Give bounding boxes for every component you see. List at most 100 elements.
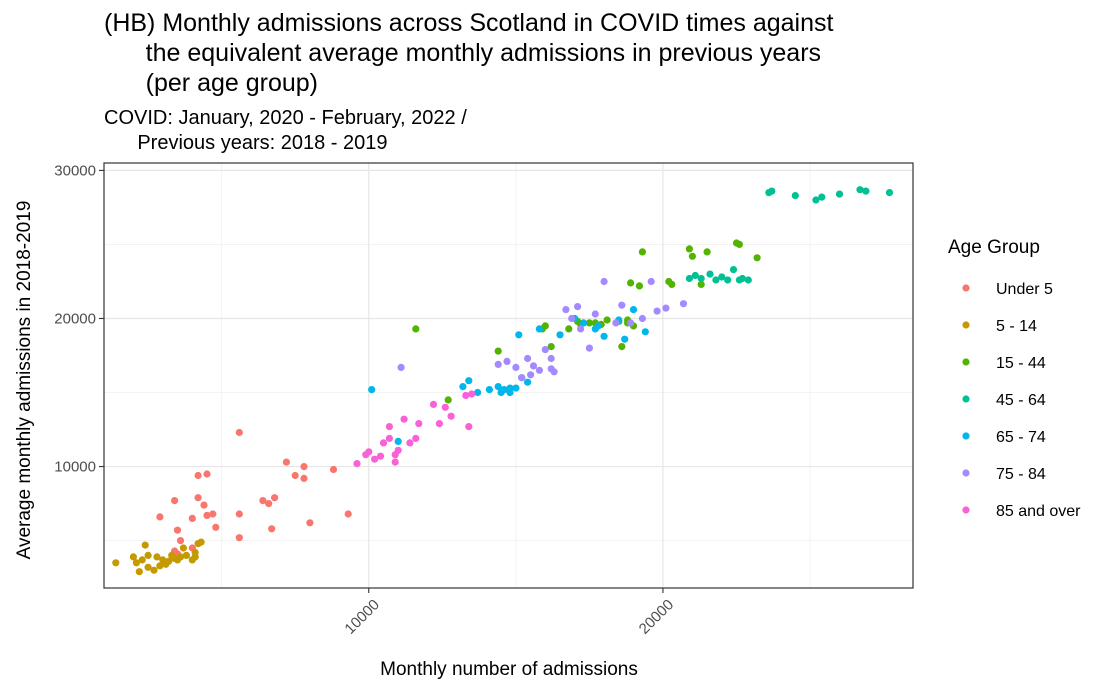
data-point xyxy=(697,274,705,283)
data-point xyxy=(182,551,190,560)
data-point xyxy=(212,523,220,531)
data-point xyxy=(768,187,776,195)
data-point xyxy=(203,470,211,478)
data-point xyxy=(547,343,555,351)
data-point xyxy=(447,412,455,420)
data-point xyxy=(474,388,482,397)
data-point xyxy=(812,196,820,204)
data-point xyxy=(647,277,655,286)
data-point xyxy=(188,514,196,523)
data-point xyxy=(500,386,508,394)
data-point xyxy=(718,273,726,281)
data-point xyxy=(203,511,211,519)
data-point xyxy=(494,383,502,391)
legend-label: 15 - 44 xyxy=(996,355,1046,372)
data-point xyxy=(435,420,443,428)
legend-label: 45 - 64 xyxy=(996,392,1046,409)
data-point xyxy=(685,274,694,283)
data-point xyxy=(527,371,535,379)
legend: Age Group Under 5 5 - 14 15 - 44 45 - 64 65 … xyxy=(948,237,1081,520)
data-point xyxy=(235,534,243,542)
legend-key xyxy=(962,506,970,514)
data-point xyxy=(156,513,164,521)
data-point xyxy=(512,363,520,371)
legend-label: 75 - 84 xyxy=(996,466,1046,483)
data-point xyxy=(550,368,558,376)
data-point xyxy=(365,448,373,456)
data-point xyxy=(641,328,649,336)
y-axis-title: Average monthly admissions in 2018-2019 xyxy=(14,201,35,560)
data-point xyxy=(494,347,502,355)
data-point xyxy=(791,192,799,200)
data-point xyxy=(329,465,338,474)
data-point xyxy=(344,510,352,518)
data-point xyxy=(685,245,694,253)
legend-key xyxy=(962,284,970,292)
data-point xyxy=(697,280,705,288)
x-tick-label: 10000 xyxy=(341,596,383,638)
legend-key xyxy=(962,432,970,440)
data-point xyxy=(524,354,532,363)
plot-border xyxy=(103,162,914,589)
chart-subtitle: COVID: January, 2020 - February, 2022 / … xyxy=(104,106,467,156)
data-point xyxy=(397,363,405,371)
data-point xyxy=(400,415,408,423)
data-point xyxy=(485,386,493,394)
data-point xyxy=(835,190,844,198)
data-point xyxy=(635,282,644,290)
data-point xyxy=(153,553,161,561)
data-point xyxy=(191,553,199,561)
data-point xyxy=(529,362,538,370)
data-point xyxy=(209,510,217,518)
data-point xyxy=(135,568,143,576)
data-point xyxy=(138,556,146,564)
data-point xyxy=(577,325,585,333)
data-point xyxy=(412,434,420,442)
data-point xyxy=(541,346,549,354)
y-tick-label: 20000 xyxy=(54,310,96,327)
data-point xyxy=(129,553,137,561)
chart-title: (HB) Monthly admissions across Scotland … xyxy=(104,8,833,98)
data-point xyxy=(735,240,744,248)
data-point xyxy=(515,331,523,339)
chart-subtitle-line: COVID: January, 2020 - February, 2022 / xyxy=(104,107,467,129)
data-point xyxy=(173,526,182,534)
data-point xyxy=(818,193,826,201)
data-point xyxy=(176,537,185,545)
data-point xyxy=(194,494,202,502)
data-point xyxy=(662,304,670,312)
data-point xyxy=(176,553,185,561)
data-point xyxy=(585,344,594,352)
data-point xyxy=(627,319,635,327)
data-point xyxy=(444,396,452,404)
data-point xyxy=(885,189,894,197)
data-point xyxy=(112,559,120,567)
data-point xyxy=(132,559,140,567)
data-point xyxy=(556,331,564,339)
data-point xyxy=(568,314,576,323)
data-point xyxy=(465,377,473,385)
data-point xyxy=(268,525,276,533)
data-point xyxy=(165,557,173,565)
data-point xyxy=(291,471,299,480)
data-point xyxy=(753,254,761,262)
data-point xyxy=(738,274,747,283)
data-point xyxy=(441,403,449,411)
data-point xyxy=(638,314,647,323)
data-point xyxy=(306,519,314,527)
data-point xyxy=(429,400,438,408)
data-point xyxy=(862,187,870,195)
data-point xyxy=(271,494,279,502)
data-point xyxy=(856,186,864,194)
data-point xyxy=(541,322,549,330)
data-point xyxy=(282,458,290,466)
data-point xyxy=(200,501,208,509)
legend-key xyxy=(962,395,970,403)
data-point xyxy=(524,378,532,386)
data-point xyxy=(259,497,267,505)
data-point xyxy=(394,446,402,454)
data-point xyxy=(618,343,626,351)
chart-title-line: (HB) Monthly admissions across Scotland … xyxy=(104,9,834,37)
data-point xyxy=(703,248,711,256)
data-point xyxy=(368,386,376,394)
